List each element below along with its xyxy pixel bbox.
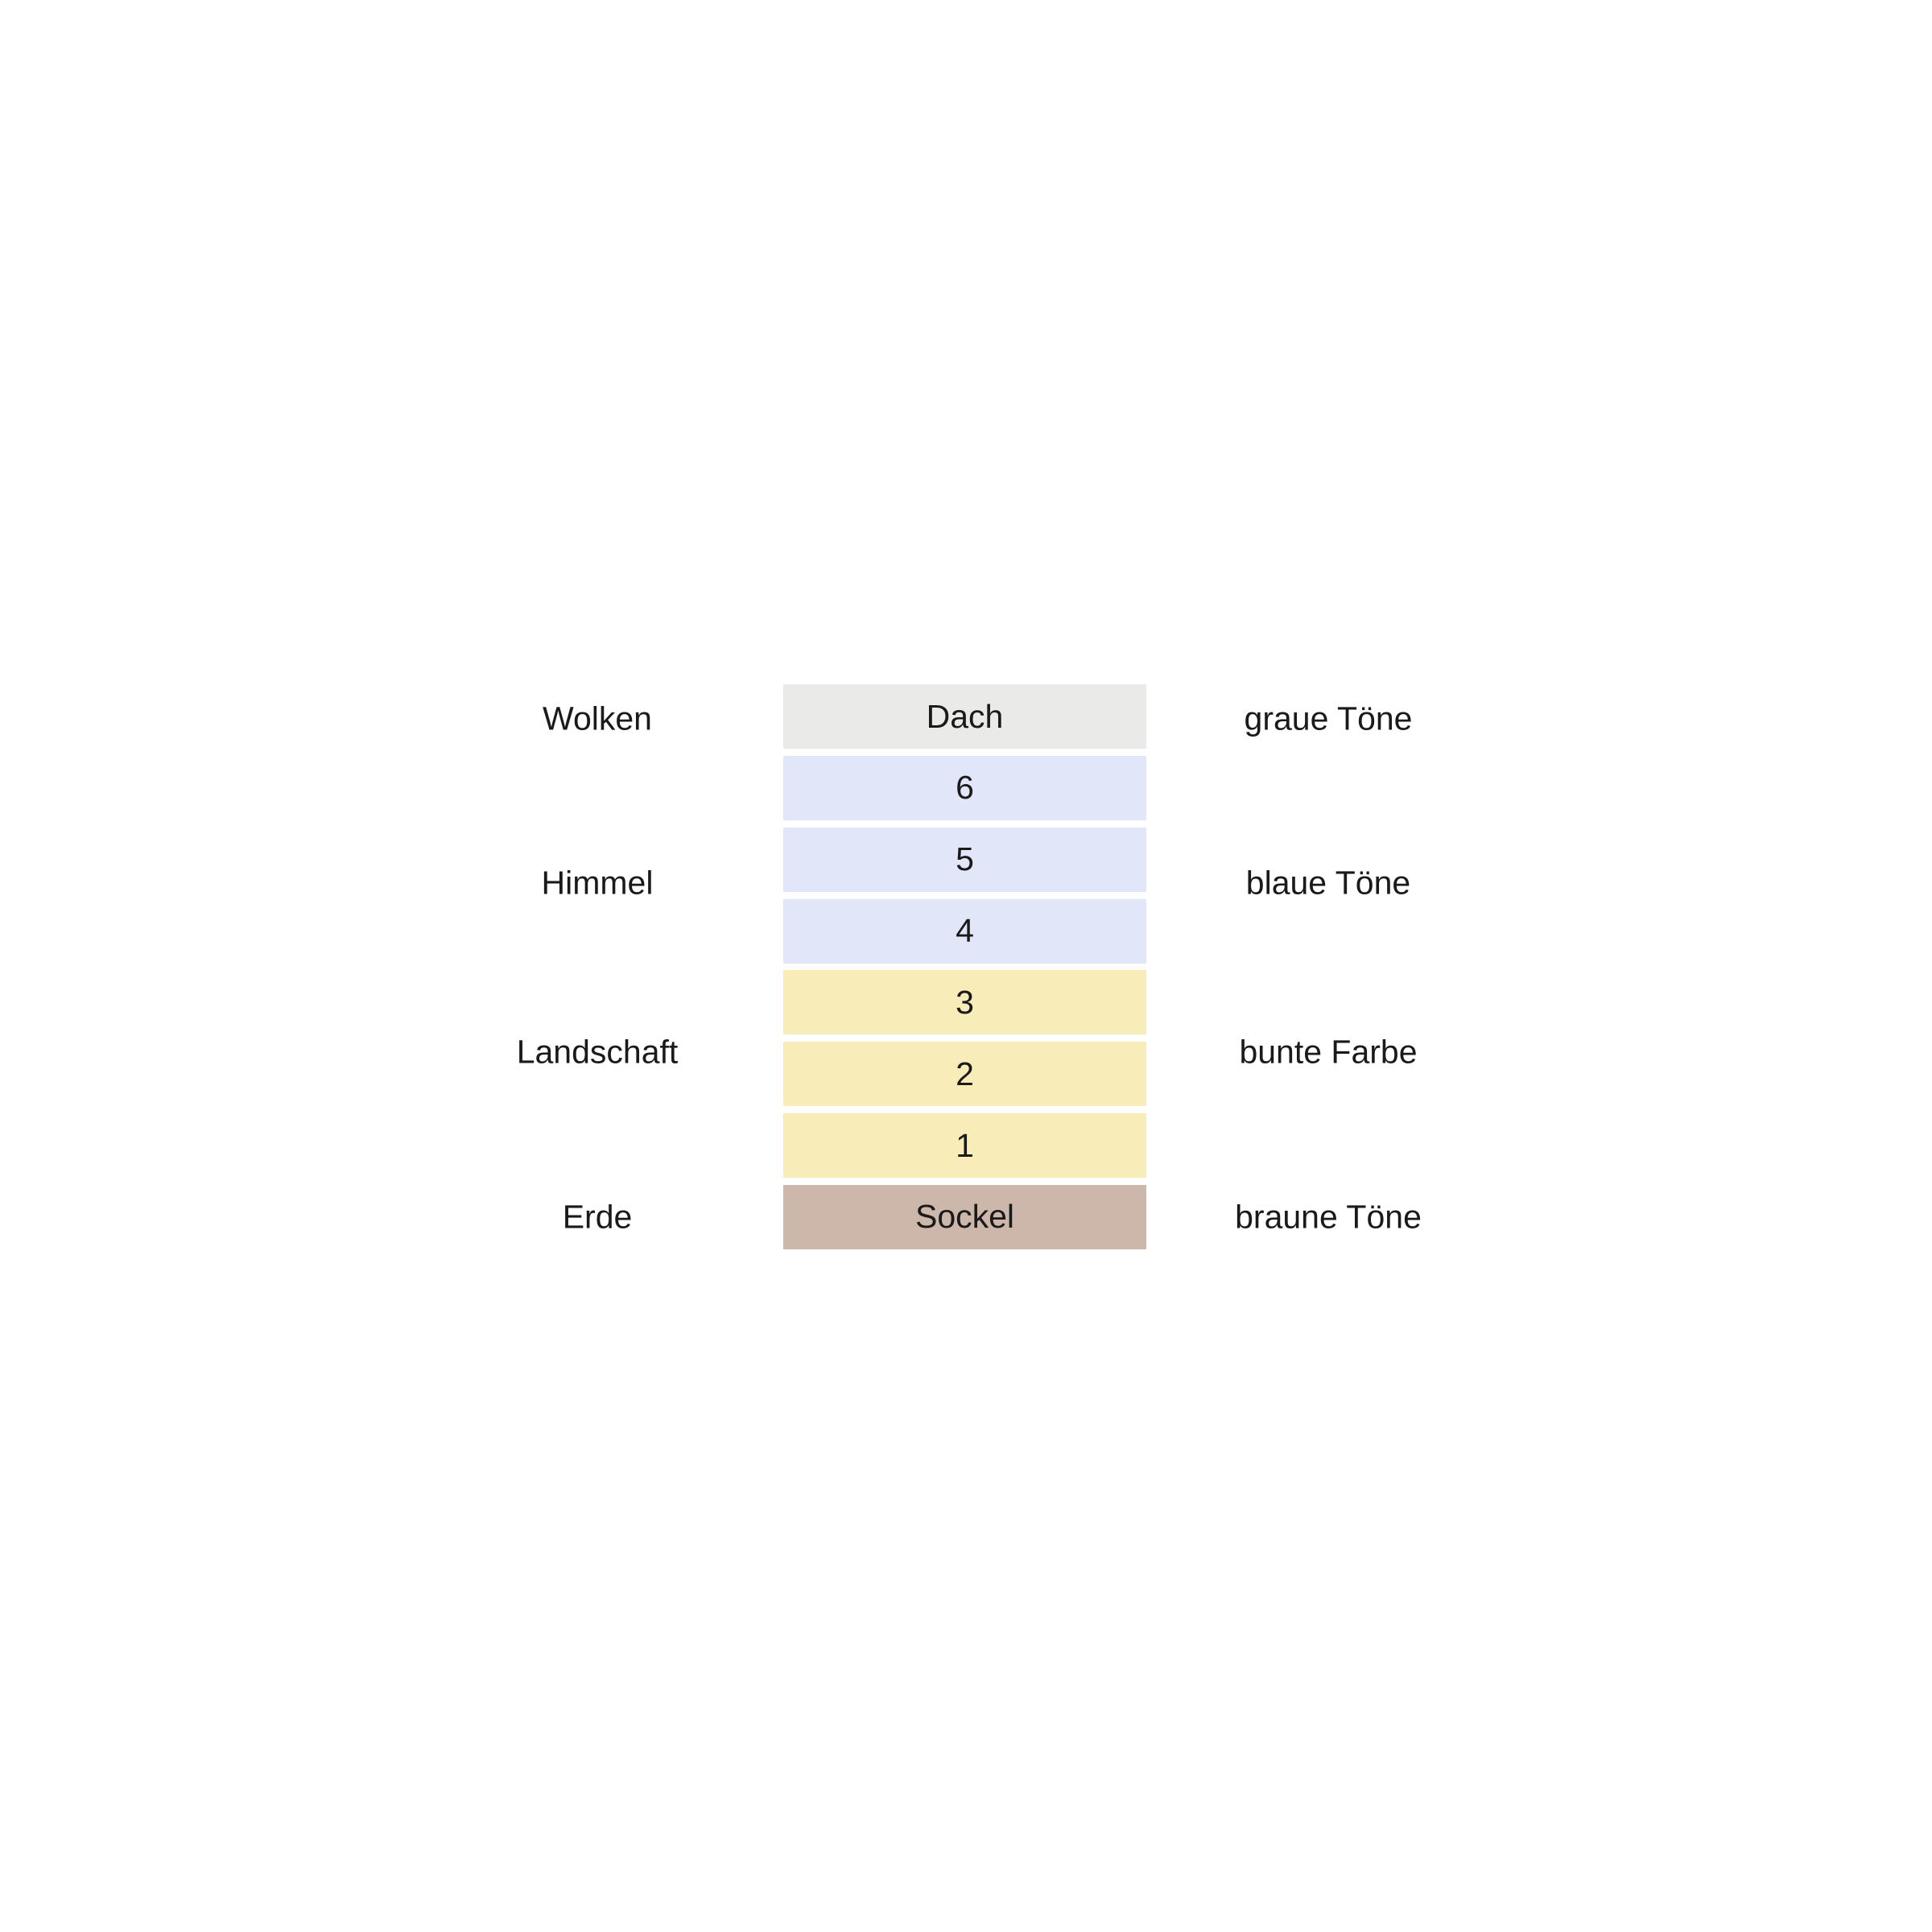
right-label-blaue-toene: blaue Töne bbox=[1245, 864, 1411, 902]
left-label-erde: Erde bbox=[562, 1198, 633, 1236]
building-level-stack: Dach 6 5 4 3 2 1 Sockel bbox=[783, 684, 1146, 1249]
right-label-braune-toene: braune Töne bbox=[1235, 1198, 1422, 1236]
bar-level-3: 3 bbox=[783, 970, 1146, 1035]
bar-level-5: 5 bbox=[783, 827, 1146, 892]
bar-level-4: 4 bbox=[783, 898, 1146, 964]
left-label-wolken: Wolken bbox=[543, 700, 652, 737]
right-label-graue-toene: graue Töne bbox=[1244, 700, 1413, 737]
bar-level-2: 2 bbox=[783, 1042, 1146, 1107]
left-label-himmel: Himmel bbox=[541, 864, 654, 902]
bar-sockel: Sockel bbox=[783, 1184, 1146, 1249]
bar-level-1: 1 bbox=[783, 1113, 1146, 1179]
right-label-bunte-farbe: bunte Farbe bbox=[1239, 1033, 1418, 1071]
bar-dach: Dach bbox=[783, 684, 1146, 749]
bar-level-6: 6 bbox=[783, 755, 1146, 820]
left-label-landschaft: Landschaft bbox=[516, 1033, 679, 1071]
